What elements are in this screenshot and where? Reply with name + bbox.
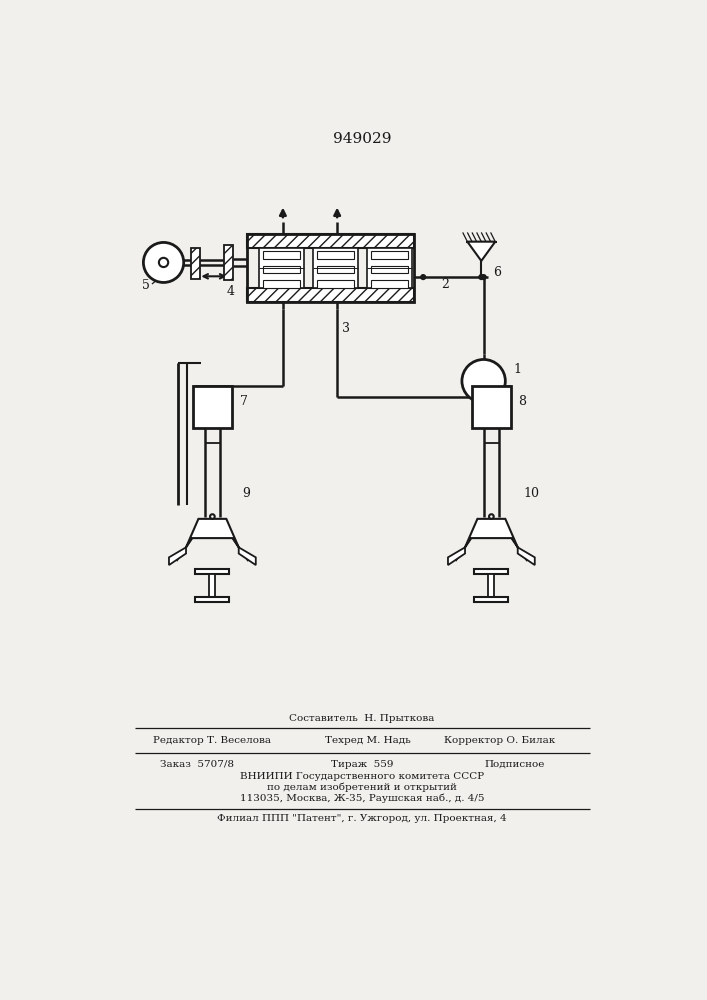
Text: 9: 9 [242,487,250,500]
Bar [263,280,300,288]
Bar [472,386,510,428]
Text: Филиал ППП "Патент", г. Ужгород, ул. Проектная, 4: Филиал ППП "Патент", г. Ужгород, ул. Про… [217,814,507,823]
Text: 6: 6 [493,266,501,279]
Polygon shape [518,547,534,565]
Bar [317,280,354,288]
Text: Техред М. Надь: Техред М. Надь [325,736,410,745]
Bar [247,234,414,248]
Bar [247,234,414,302]
Text: 10: 10 [524,487,540,500]
Bar [317,266,354,273]
Circle shape [159,258,168,267]
Text: 7: 7 [240,395,247,408]
Text: 5: 5 [142,279,150,292]
Polygon shape [169,547,186,565]
Text: Корректор О. Билак: Корректор О. Билак [443,736,555,745]
Bar [489,574,494,597]
Bar [259,248,304,288]
Polygon shape [465,519,518,547]
Circle shape [144,242,184,282]
Text: 113035, Москва, Ж-35, Раушская наб., д. 4/5: 113035, Москва, Ж-35, Раушская наб., д. … [240,794,484,803]
Text: 3: 3 [341,322,350,335]
Bar [371,280,409,288]
Text: 949029: 949029 [333,132,391,146]
Text: по делам изобретений и открытий: по делам изобретений и открытий [267,783,457,792]
Bar [263,251,300,259]
Bar [247,288,414,302]
Polygon shape [186,519,239,547]
Bar [193,386,232,428]
Bar [474,569,508,574]
Text: 1: 1 [513,363,521,376]
Bar [191,248,200,279]
Text: 2: 2 [441,278,449,291]
Text: Тираж  559: Тираж 559 [331,760,393,769]
Polygon shape [467,242,495,261]
Text: Заказ  5707/8: Заказ 5707/8 [160,760,234,769]
Text: Составитель  Н. Прыткова: Составитель Н. Прыткова [289,714,435,723]
Bar [474,597,508,602]
Text: ВНИИПИ Государственного комитета СССР: ВНИИПИ Государственного комитета СССР [240,772,484,781]
Circle shape [210,514,215,519]
Circle shape [478,274,484,280]
Text: 8: 8 [518,395,527,408]
Bar [368,248,412,288]
Text: 4: 4 [227,285,235,298]
Bar [209,574,216,597]
Bar [224,245,233,280]
Bar [195,569,230,574]
Bar [317,251,354,259]
Polygon shape [448,547,465,565]
Bar [371,266,409,273]
Circle shape [481,274,486,280]
Bar [313,248,358,288]
Text: Подписное: Подписное [484,760,545,769]
Circle shape [420,274,426,280]
Bar [195,597,230,602]
Polygon shape [239,547,256,565]
Bar [263,266,300,273]
Circle shape [462,359,506,403]
Text: Редактор Т. Веселова: Редактор Т. Веселова [153,736,271,745]
Bar [371,251,409,259]
Circle shape [489,514,493,519]
